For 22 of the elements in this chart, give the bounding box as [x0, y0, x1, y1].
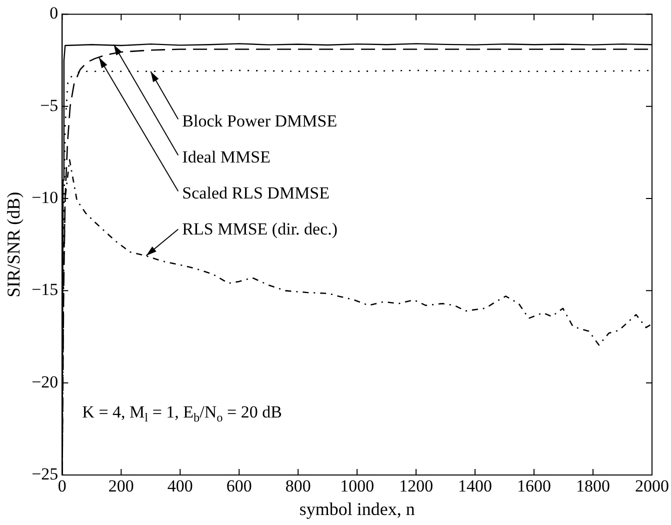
x-tick-label: 2000: [635, 476, 669, 496]
x-tick-label: 600: [226, 476, 252, 496]
y-tick-label: 0: [50, 4, 58, 23]
x-tick-label: 1800: [576, 476, 610, 496]
x-tick-label: 1200: [399, 476, 434, 496]
y-tick-label: −20: [32, 372, 58, 392]
y-tick-label: −5: [40, 96, 58, 115]
x-tick-label: 800: [285, 476, 311, 496]
y-axis-title: SIR/SNR (dB): [4, 192, 24, 298]
y-tick-label: −10: [32, 188, 58, 207]
y-tick-label: −15: [32, 280, 58, 300]
x-tick-label: 200: [108, 476, 134, 496]
annotation: RLS MMSE (dir. dec.): [182, 220, 338, 239]
annotation: Scaled RLS DMMSE: [182, 184, 330, 203]
x-axis-title: symbol index, n: [299, 498, 415, 519]
x-tick-label: 1400: [458, 476, 492, 496]
annotation: Ideal MMSE: [182, 148, 270, 167]
x-tick-label: 400: [167, 476, 193, 496]
y-tick-label: −25: [32, 464, 58, 484]
x-tick-label: 1600: [517, 476, 552, 496]
x-tick-label: 1000: [340, 476, 374, 496]
annotation: Block Power DMMSE: [182, 112, 338, 131]
